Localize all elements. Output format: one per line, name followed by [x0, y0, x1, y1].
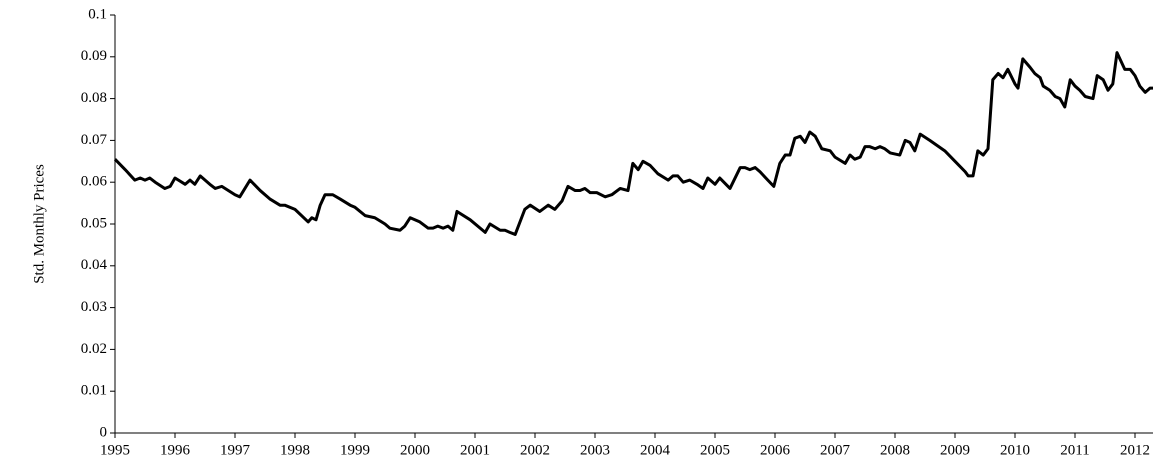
x-tick-label: 2012 [1120, 442, 1150, 458]
x-tick-label: 1998 [280, 442, 310, 458]
x-tick-label: 1999 [340, 442, 370, 458]
y-tick-label: 0.03 [81, 299, 107, 315]
x-tick-label: 1995 [100, 442, 130, 458]
y-axis-label: Std. Monthly Prices [31, 164, 47, 284]
x-tick-label: 2001 [460, 442, 490, 458]
x-tick-label: 2000 [400, 442, 430, 458]
x-tick-label: 2008 [880, 442, 910, 458]
y-tick-label: 0.08 [81, 90, 107, 106]
x-tick-label: 2002 [520, 442, 550, 458]
x-tick-label: 2011 [1060, 442, 1089, 458]
y-tick-label: 0.05 [81, 215, 107, 231]
y-tick-label: 0.06 [81, 174, 108, 190]
y-tick-label: 0.04 [81, 257, 108, 273]
y-tick-label: 0.02 [81, 341, 107, 357]
data-line [113, 51, 1153, 236]
x-tick-label: 2010 [1000, 442, 1030, 458]
x-tick-label: 2006 [760, 442, 791, 458]
x-tick-label: 2005 [700, 442, 730, 458]
x-tick-label: 2009 [940, 442, 970, 458]
y-tick-label: 0.09 [81, 48, 107, 64]
x-tick-label: 2007 [820, 442, 851, 458]
x-tick-label: 1997 [220, 442, 251, 458]
y-tick-label: 0.01 [81, 383, 107, 399]
y-tick-label: 0.1 [88, 6, 107, 22]
x-tick-label: 1996 [160, 442, 191, 458]
y-tick-label: 0.07 [81, 132, 108, 148]
x-tick-label: 2003 [580, 442, 610, 458]
y-tick-label: 0 [100, 424, 108, 440]
x-tick-label: 2004 [640, 442, 671, 458]
